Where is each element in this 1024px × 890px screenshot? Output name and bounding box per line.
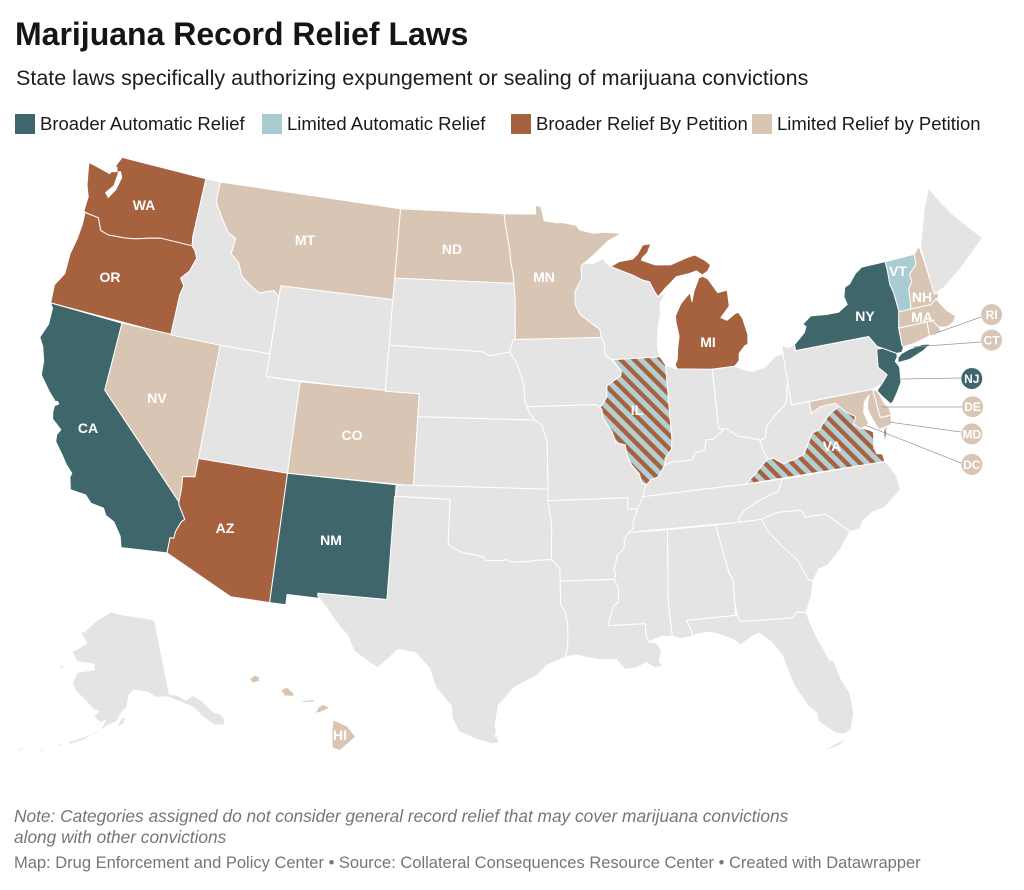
svg-text:AZ: AZ [216,520,235,536]
svg-text:RI: RI [986,308,998,322]
svg-text:MA: MA [911,309,933,325]
svg-text:MT: MT [295,232,316,248]
svg-text:DE: DE [964,400,981,414]
svg-text:DC: DC [963,458,981,472]
svg-text:VA: VA [823,438,841,454]
svg-text:MD: MD [962,427,981,441]
svg-text:OR: OR [100,269,121,285]
svg-text:NH: NH [912,289,932,305]
svg-text:NY: NY [855,308,875,324]
svg-text:WA: WA [133,197,156,213]
svg-text:MI: MI [700,334,716,350]
svg-text:HI: HI [333,727,347,743]
svg-text:CT: CT [984,334,1001,348]
svg-text:CO: CO [342,427,363,443]
svg-text:NV: NV [147,390,167,406]
svg-text:NJ: NJ [964,372,979,386]
svg-text:NM: NM [320,532,342,548]
svg-text:IL: IL [631,402,644,418]
svg-text:ND: ND [442,241,462,257]
svg-text:VT: VT [889,263,907,279]
svg-text:MN: MN [533,269,555,285]
svg-text:CA: CA [78,420,98,436]
